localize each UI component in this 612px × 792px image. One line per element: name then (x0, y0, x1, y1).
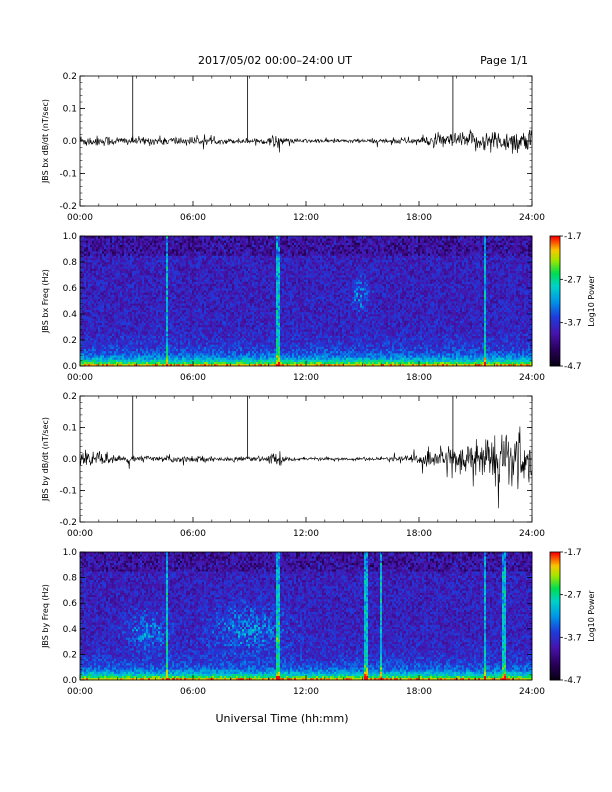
colorbar: -1.7 -2.7 -3.7 -4.7 Log10 Power (549, 548, 596, 686)
x-tick-label: 12:00 (293, 529, 319, 539)
x-tick-label: 24:00 (519, 687, 545, 697)
y-tick-label: -0.1 (59, 487, 77, 497)
colorbar-tick-label: -1.7 (564, 548, 582, 558)
y-tick-label: 0.0 (63, 137, 78, 147)
plot-frame (79, 395, 533, 523)
y-tick-label: 0.1 (63, 424, 77, 434)
colorbar-tick-label: -3.7 (564, 319, 582, 329)
x-axis-title: Universal Time (hh:mm) (216, 712, 349, 725)
y-tick-label: -0.1 (59, 170, 77, 180)
x-tick-label: 18:00 (406, 213, 432, 223)
x-tick-label: 06:00 (180, 687, 206, 697)
x-tick-label: 18:00 (406, 373, 432, 383)
colorbar-frame (549, 235, 561, 367)
x-tick-label: 12:00 (293, 213, 319, 223)
by-spectrogram-panel: -1.7 -2.7 -3.7 -4.7 Log10 Power 00:00 06:00 12:… (41, 548, 596, 697)
y-tick-label: 1.0 (63, 548, 78, 558)
x-tick-label: 24:00 (519, 213, 545, 223)
x-tick-label: 12:00 (293, 687, 319, 697)
colorbar-tick-label: -2.7 (564, 591, 582, 601)
y-tick-label: 0.2 (63, 72, 77, 82)
x-tick-label: 00:00 (67, 213, 93, 223)
y-tick-label: 1.0 (63, 232, 78, 242)
colorbar: -1.7 -2.7 -3.7 -4.7 Log10 Power (549, 232, 596, 372)
colorbar-tick-label: -4.7 (564, 676, 582, 686)
x-tick-label: 18:00 (406, 529, 432, 539)
y-tick-label: 0.0 (63, 362, 78, 372)
bx-spectrogram-panel: -1.7 -2.7 -3.7 -4.7 Log10 Power 00:00 06:00 12:… (41, 232, 596, 383)
x-tick-label: 06:00 (180, 373, 206, 383)
colorbar-tick-label: -1.7 (564, 232, 582, 242)
x-tick-label: 12:00 (293, 373, 319, 383)
y-axis-title: JBS bx dB/dt (nT/sec) (41, 99, 50, 184)
colorbar-tick-label: -3.7 (564, 633, 582, 643)
y-tick-label: 0.4 (63, 625, 78, 635)
y-tick-label: 0.2 (63, 392, 77, 402)
by-waveform-panel: 00:00 06:00 12:00 18:00 24:00 -0.2 -0.1 0.0 0.1 0… (41, 392, 545, 539)
y-tick-label: 0.6 (63, 599, 78, 609)
colorbar-title: Log10 Power (587, 590, 596, 642)
x-tick-label: 00:00 (67, 687, 93, 697)
bx-waveform-panel: 00:00 06:00 12:00 18:00 24:00 -0.2 -0.1 0.0 0.1 0… (41, 72, 545, 223)
x-tick-label: 06:00 (180, 213, 206, 223)
y-tick-label: 0.0 (63, 676, 78, 686)
figure-title: 2017/05/02 00:00–24:00 UT (198, 54, 352, 67)
y-tick-label: -0.2 (59, 518, 77, 528)
y-tick-label: 0.1 (63, 105, 77, 115)
colorbar-tick-label: -4.7 (564, 362, 582, 372)
y-tick-label: 0.4 (63, 310, 78, 320)
x-tick-label: 24:00 (519, 373, 545, 383)
x-tick-label: 24:00 (519, 529, 545, 539)
spectrogram-cells (80, 236, 533, 367)
y-tick-label: 0.2 (63, 650, 77, 660)
colorbar-frame (549, 551, 561, 681)
x-tick-label: 00:00 (67, 373, 93, 383)
y-tick-label: -0.2 (59, 202, 77, 212)
x-tick-label: 00:00 (67, 529, 93, 539)
y-tick-label: 0.6 (63, 284, 78, 294)
y-tick-label: 0.8 (63, 574, 78, 584)
y-tick-label: 0.0 (63, 455, 78, 465)
page-indicator: Page 1/1 (480, 54, 528, 67)
x-tick-label: 06:00 (180, 529, 206, 539)
y-tick-label: 0.8 (63, 258, 78, 268)
x-tick-label: 18:00 (406, 687, 432, 697)
colorbar-tick-label: -2.7 (564, 275, 582, 285)
y-axis-title: JBS by Freq (Hz) (41, 584, 50, 649)
y-axis-title: JBS by dB/dt (nT/sec) (41, 417, 50, 502)
colorbar-title: Log10 Power (587, 275, 596, 327)
waveform-trace (79, 426, 533, 509)
y-tick-label: 0.2 (63, 336, 77, 346)
spectrogram-cells (80, 552, 533, 681)
y-axis-title: JBS bx Freq (Hz) (41, 269, 50, 334)
waveform-trace (79, 129, 533, 154)
